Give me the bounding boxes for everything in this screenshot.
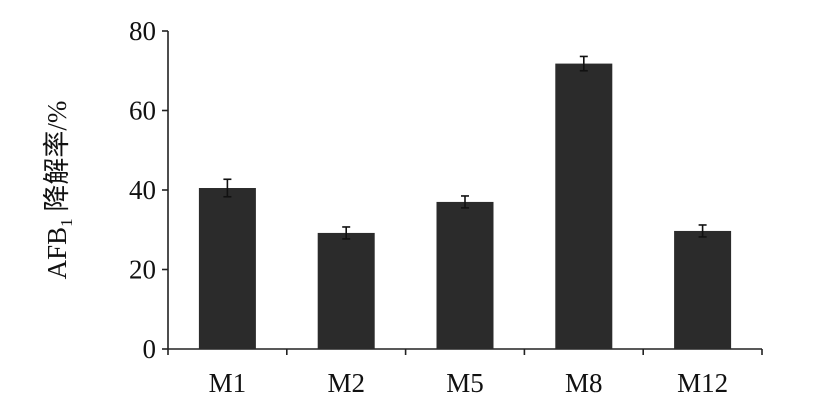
y-axis-label-main: AFB: [42, 227, 72, 280]
bars: [198, 55, 732, 349]
y-axis-label-rest: 降解率/%: [42, 101, 72, 219]
error-bar-m12: [698, 224, 707, 238]
y-tick-label: 20: [129, 255, 156, 285]
x-tick-label-m8: M8: [565, 368, 603, 398]
bar-m12: [674, 230, 732, 349]
bar-m5: [436, 201, 494, 349]
y-ticks: 0 20 40 60 80: [129, 16, 168, 364]
x-tick-label-m2: M2: [327, 368, 365, 398]
x-tick-label-m1: M1: [209, 368, 247, 398]
y-axis-label-subscript: 1: [57, 218, 76, 227]
bar-m8: [555, 63, 613, 349]
x-tick-labels: M1 M2 M5 M8 M12: [209, 368, 728, 398]
error-bar-m2: [342, 226, 351, 240]
y-tick-label: 0: [143, 334, 157, 364]
y-axis-label: AFB1 降解率/%: [42, 101, 76, 280]
bar-m1: [198, 188, 256, 349]
x-tick-label-m12: M12: [677, 368, 728, 398]
y-tick-label: 60: [129, 96, 156, 126]
y-tick-label: 40: [129, 175, 156, 205]
x-tick-label-m5: M5: [446, 368, 484, 398]
svg-text:AFB1 降解率/%: AFB1 降解率/%: [42, 101, 76, 280]
error-bar-m1: [223, 178, 232, 198]
y-tick-label: 80: [129, 16, 156, 46]
error-bar-m5: [461, 195, 469, 209]
bar-m2: [317, 232, 375, 349]
error-bar-m8: [579, 55, 588, 72]
